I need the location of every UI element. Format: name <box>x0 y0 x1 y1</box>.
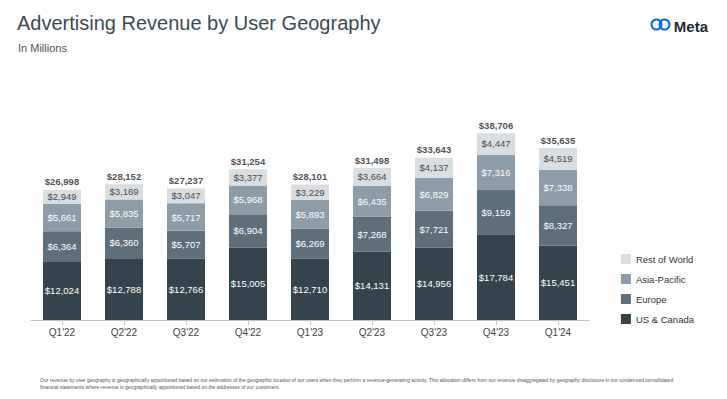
svg-text:$3,377: $3,377 <box>233 172 262 183</box>
svg-text:$35,635: $35,635 <box>541 135 576 146</box>
svg-text:$31,254: $31,254 <box>231 156 266 167</box>
svg-text:$12,024: $12,024 <box>45 285 79 296</box>
svg-text:Q4'23: Q4'23 <box>483 327 510 338</box>
svg-text:Europe: Europe <box>636 294 667 305</box>
svg-text:$15,451: $15,451 <box>541 277 575 288</box>
svg-text:$4,447: $4,447 <box>481 138 510 149</box>
svg-text:Rest of World: Rest of World <box>636 254 693 265</box>
svg-text:$6,435: $6,435 <box>357 196 386 207</box>
svg-text:Q1'23: Q1'23 <box>297 327 324 338</box>
svg-text:$3,664: $3,664 <box>357 171 386 182</box>
svg-text:$7,721: $7,721 <box>419 224 448 235</box>
svg-text:$7,338: $7,338 <box>543 182 572 193</box>
svg-text:In Millions: In Millions <box>18 42 67 54</box>
svg-text:$9,159: $9,159 <box>481 207 510 218</box>
svg-text:Our revenue by user geography: Our revenue by user geography is geograp… <box>40 377 675 383</box>
svg-text:$7,316: $7,316 <box>481 167 510 178</box>
svg-text:Q3'22: Q3'22 <box>173 327 200 338</box>
svg-text:$7,268: $7,268 <box>357 229 386 240</box>
svg-text:Q1'22: Q1'22 <box>49 327 76 338</box>
svg-text:Meta: Meta <box>674 18 709 35</box>
svg-text:$5,835: $5,835 <box>109 208 138 219</box>
svg-text:$28,152: $28,152 <box>107 171 141 182</box>
svg-text:$38,706: $38,706 <box>479 120 513 131</box>
svg-text:Q3'23: Q3'23 <box>421 327 448 338</box>
svg-text:$5,968: $5,968 <box>233 194 262 205</box>
svg-text:$12,766: $12,766 <box>169 284 203 295</box>
svg-text:$8,327: $8,327 <box>543 220 572 231</box>
svg-text:$3,169: $3,169 <box>109 186 138 197</box>
svg-text:$5,661: $5,661 <box>47 212 76 223</box>
svg-text:$17,784: $17,784 <box>479 272 513 283</box>
svg-text:$6,360: $6,360 <box>109 237 138 248</box>
svg-text:$4,519: $4,519 <box>543 153 572 164</box>
svg-text:$14,131: $14,131 <box>355 280 389 291</box>
svg-text:$2,949: $2,949 <box>47 191 76 202</box>
svg-text:$6,269: $6,269 <box>295 238 324 249</box>
svg-text:$14,956: $14,956 <box>417 278 451 289</box>
svg-text:$28,101: $28,101 <box>293 171 328 182</box>
svg-text:$6,904: $6,904 <box>233 225 262 236</box>
svg-text:financial statements where rev: financial statements where revenue is ge… <box>40 384 280 390</box>
svg-text:Q4'22: Q4'22 <box>235 327 262 338</box>
svg-text:$6,364: $6,364 <box>47 241 76 252</box>
svg-text:$3,047: $3,047 <box>171 190 200 201</box>
svg-text:$6,829: $6,829 <box>419 189 448 200</box>
svg-text:$27,237: $27,237 <box>169 175 203 186</box>
svg-text:$26,998: $26,998 <box>45 176 79 187</box>
svg-text:$4,137: $4,137 <box>419 162 448 173</box>
svg-text:Advertising Revenue by User Ge: Advertising Revenue by User Geography <box>17 12 381 34</box>
svg-text:$33,643: $33,643 <box>417 144 451 155</box>
svg-text:US & Canada: US & Canada <box>636 314 695 325</box>
svg-text:$5,707: $5,707 <box>171 239 200 250</box>
svg-text:Asia-Pacific: Asia-Pacific <box>636 274 686 285</box>
svg-text:$12,788: $12,788 <box>107 284 141 295</box>
svg-text:$5,893: $5,893 <box>295 209 324 220</box>
svg-text:$3,229: $3,229 <box>295 187 324 198</box>
svg-text:$5,717: $5,717 <box>171 212 200 223</box>
svg-text:Q2'23: Q2'23 <box>359 327 386 338</box>
svg-text:$31,498: $31,498 <box>355 155 389 166</box>
svg-text:Q1'24: Q1'24 <box>545 327 572 338</box>
svg-text:Q2'22: Q2'22 <box>111 327 138 338</box>
svg-text:$15,005: $15,005 <box>231 278 265 289</box>
svg-text:$12,710: $12,710 <box>293 284 327 295</box>
